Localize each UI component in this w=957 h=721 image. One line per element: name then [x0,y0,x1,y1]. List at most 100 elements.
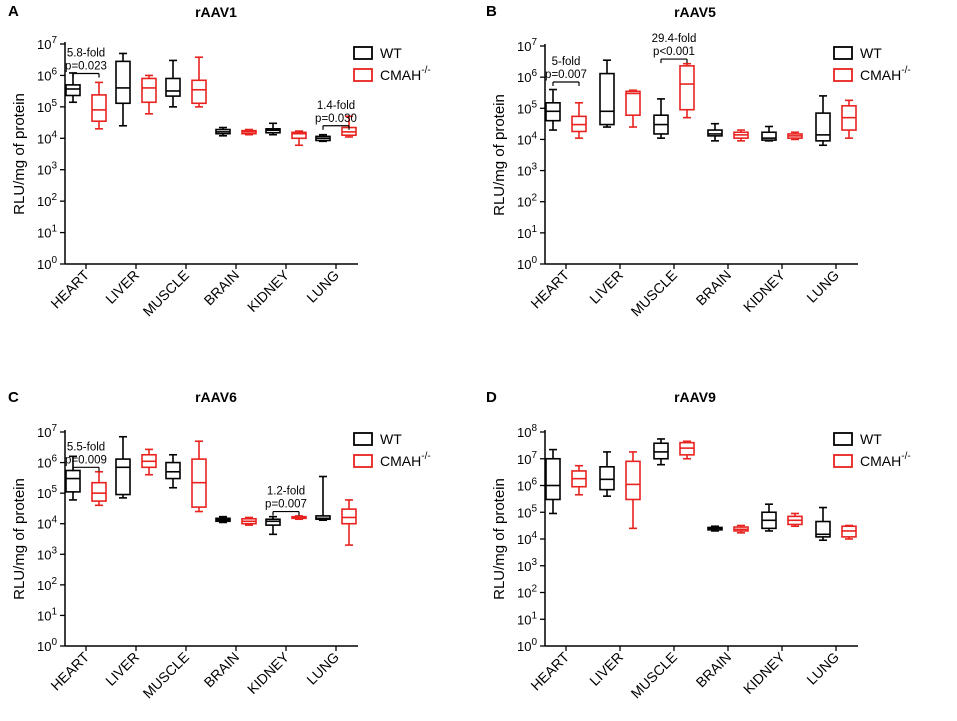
legend-label-wt: WT [380,45,402,61]
box-cmah-liver [625,451,641,530]
box-cmah-kidney [291,130,307,147]
box-iqr [545,457,561,501]
x-tick-label: MUSCLE [140,649,193,702]
x-tick-label: KIDNEY [244,648,293,697]
x-tick-label: LUNG [803,649,842,688]
box-wt-kidney [265,122,281,136]
chart-title: rAAV9 [674,389,716,405]
y-tick-label: 100 [517,637,537,654]
box-iqr [291,131,307,140]
chart-title: rAAV6 [195,389,237,405]
p-value-label: p=0.009 [65,454,107,466]
x-tick-label: HEART [47,266,92,311]
box-iqr [653,442,669,460]
box-cmah-brain [733,524,749,534]
y-tick-label: 101 [517,610,537,627]
box-wt-brain [707,122,723,142]
box-wt-lung [815,506,831,542]
box-iqr [761,131,777,141]
panel-letter: A [8,3,19,20]
box-iqr [91,481,107,502]
box-cmah-muscle [191,56,207,108]
p-value-label: p=0.023 [65,61,107,73]
y-axis-title: RLU/mg of protein [11,93,28,215]
box-wt-brain [215,515,231,524]
box-wt-liver [599,59,615,128]
legend-swatch-cmah [353,454,373,468]
box-iqr [625,90,641,116]
legend-label-wt: WT [860,45,882,61]
box-cmah-muscle [679,440,695,460]
box-cmah-heart [571,102,587,139]
y-tick-label: 106 [517,477,537,494]
y-tick-label: 102 [517,584,537,601]
y-tick-label: 105 [517,99,537,116]
y-tick-label: 101 [517,224,537,241]
box-wt-liver [115,52,131,127]
box-iqr [815,520,831,538]
box-wt-lung [815,95,831,147]
box-cmah-kidney [291,515,307,521]
y-tick-label: 104 [37,129,57,146]
box-iqr [165,77,181,97]
box-iqr [707,129,723,137]
chart-title: rAAV1 [195,4,237,20]
panel-letter: D [486,389,497,406]
box-iqr [165,461,181,480]
box-cmah-brain [733,129,749,142]
legend: WT CMAH-/- [833,45,911,83]
x-tick-label: HEART [527,648,572,693]
x-tick-label: KIDNEY [740,648,789,697]
box-iqr [599,466,615,491]
y-tick-label: 100 [37,255,57,272]
box-cmah-muscle [191,440,207,513]
box-iqr [91,94,107,122]
box-cmah-heart [571,464,587,496]
p-value-label: p=0.030 [315,113,357,125]
y-tick-label: 104 [517,530,537,547]
box-cmah-brain [241,128,257,136]
y-tick-label: 102 [37,192,57,209]
legend-label-cmah: CMAH-/- [860,451,911,469]
y-tick-label: 104 [37,515,57,532]
box-wt-liver [115,435,131,499]
box-cmah-lung [841,524,857,540]
legend-swatch-cmah [833,454,853,468]
box-cmah-lung [341,499,357,546]
p-value-label: p=0.007 [545,69,587,81]
y-tick-label: 105 [37,98,57,115]
legend: WT CMAH-/- [353,45,431,83]
x-tick-label: HEART [527,266,572,311]
y-tick-label: 103 [517,162,537,179]
fold-change-label: 29.4-fold [652,33,697,45]
box-wt-brain [215,126,231,137]
legend-label-wt: WT [380,431,402,447]
box-wt-muscle [653,98,669,139]
p-value-label: p<0.001 [653,46,695,58]
box-iqr [191,79,207,105]
y-tick-label: 106 [37,66,57,83]
box-iqr [599,72,615,126]
x-tick-label: LUNG [803,267,842,306]
legend: WT CMAH-/- [833,431,911,469]
box-cmah-brain [241,516,257,526]
box-iqr [625,460,641,501]
y-axis-title: RLU/mg of protein [491,478,508,600]
legend-swatch-wt [833,432,853,446]
box-cmah-liver [625,89,641,128]
y-tick-label: 107 [517,450,537,467]
fold-change-label: 1.4-fold [317,100,355,112]
x-tick-label: MUSCLE [628,267,681,320]
y-tick-label: 105 [37,484,57,501]
box-cmah-muscle [679,62,695,119]
x-tick-label: HEART [47,648,92,693]
box-wt-kidney [761,125,777,142]
x-tick-label: LIVER [102,267,142,307]
